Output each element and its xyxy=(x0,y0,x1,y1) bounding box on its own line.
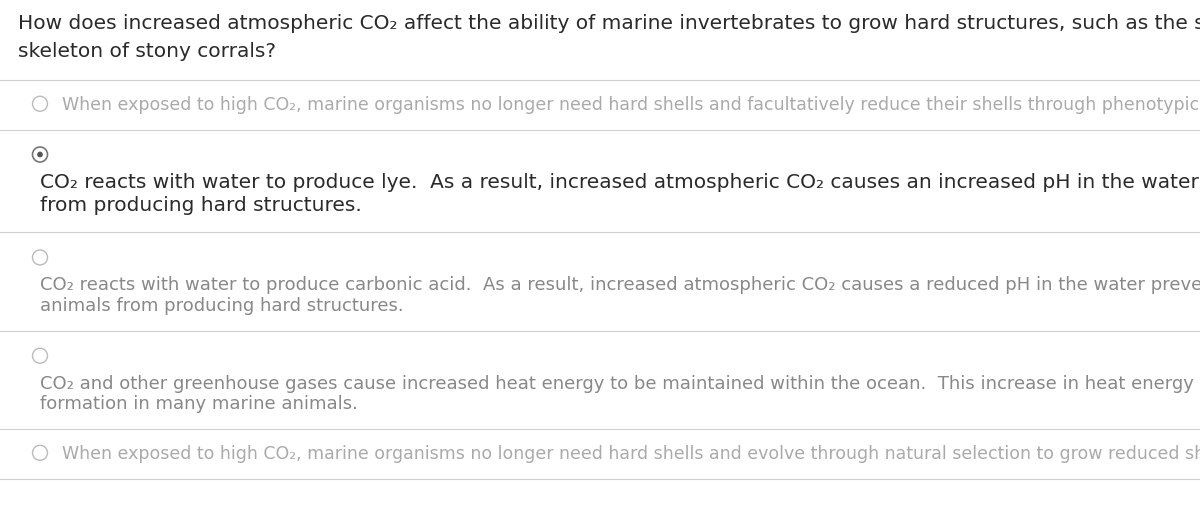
Circle shape xyxy=(37,152,43,157)
Text: animals from producing hard structures.: animals from producing hard structures. xyxy=(40,297,403,315)
Text: skeleton of stony corrals?: skeleton of stony corrals? xyxy=(18,42,276,61)
Text: CO₂ reacts with water to produce carbonic acid.  As a result, increased atmosphe: CO₂ reacts with water to produce carboni… xyxy=(40,277,1200,295)
Text: formation in many marine animals.: formation in many marine animals. xyxy=(40,395,358,413)
Text: from producing hard structures.: from producing hard structures. xyxy=(40,196,361,215)
Text: CO₂ and other greenhouse gases cause increased heat energy to be maintained with: CO₂ and other greenhouse gases cause inc… xyxy=(40,375,1200,393)
Text: How does increased atmospheric CO₂ affect the ability of marine invertebrates to: How does increased atmospheric CO₂ affec… xyxy=(18,14,1200,33)
Text: When exposed to high CO₂, marine organisms no longer need hard shells and facult: When exposed to high CO₂, marine organis… xyxy=(62,96,1200,114)
Text: When exposed to high CO₂, marine organisms no longer need hard shells and evolve: When exposed to high CO₂, marine organis… xyxy=(62,445,1200,463)
Text: CO₂ reacts with water to produce lye.  As a result, increased atmospheric CO₂ ca: CO₂ reacts with water to produce lye. As… xyxy=(40,174,1200,193)
